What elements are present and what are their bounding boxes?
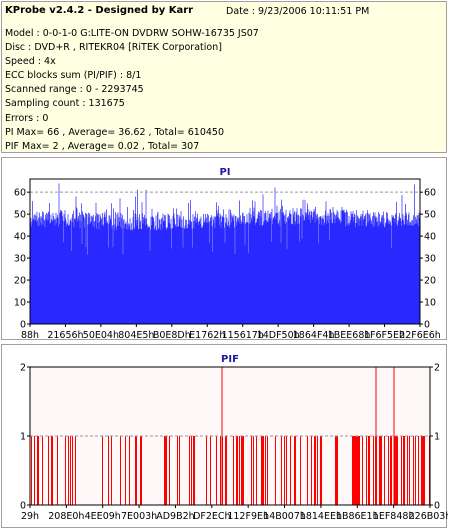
y-tick-label-left: 30 bbox=[14, 254, 26, 265]
pif-chart: PIF 0 0 1 1 2 2 29h 208E0h 4EE09h 7E003h AD9B2hDF2E… bbox=[20, 354, 448, 522]
app-title: KProbe v2.4.2 - Designed by Karr bbox=[5, 5, 194, 16]
x-tick-label: 1864F4h bbox=[293, 330, 335, 341]
pif-summary-line: PIF Max= 2 , Average= 0.02 , Total= 307 bbox=[5, 140, 200, 152]
y-tick-label-left: 10 bbox=[14, 298, 26, 309]
x-tick-label: 14DF50h bbox=[257, 330, 300, 341]
x-tick-label: 208E0h bbox=[48, 511, 84, 522]
x-tick-label: 29h bbox=[21, 511, 39, 522]
x-tick-label: 88h bbox=[21, 330, 39, 341]
y-tick-label-left: 1 bbox=[20, 432, 26, 443]
pif-chart-panel: PIF 0 0 1 1 2 2 29h 208E0h 4EE09h 7E003h AD9B2h DF2E… bbox=[1, 344, 448, 528]
y-tick-label-right: 0 bbox=[434, 501, 440, 512]
y-tick-label-right: 10 bbox=[424, 298, 436, 309]
scan-details: Model : 0-0-1-0 G:LITE-ON DVDRW SOHW-167… bbox=[5, 27, 259, 154]
x-tick-label: 7E003h bbox=[121, 511, 157, 522]
scan-date: Date : 9/23/2006 10:11:51 PM bbox=[226, 6, 370, 17]
x-tick-label: 14B007h bbox=[263, 511, 306, 522]
x-tick-label: 804E5h bbox=[118, 330, 154, 341]
y-tick-label-right: 50 bbox=[424, 210, 436, 221]
range-line: Scanned range : 0 - 2293745 bbox=[5, 84, 144, 96]
x-tick-label: DF2ECh bbox=[193, 511, 230, 522]
x-tick-label: 1BEE68h bbox=[328, 330, 371, 341]
pi-chart-panel: PI 0 0 10 10 20 20 30 30 40 40 50 50 60 60 88h 21656h 50E… bbox=[1, 157, 447, 341]
pi-series bbox=[30, 183, 421, 324]
pi-chart: PI 0 0 10 10 20 20 30 30 40 40 50 50 60 60 88h 21656h 50E… bbox=[14, 167, 441, 341]
y-tick-label-left: 20 bbox=[14, 276, 26, 287]
x-tick-label: E1762h bbox=[189, 330, 225, 341]
info-panel: KProbe v2.4.2 - Designed by Karr Date : … bbox=[1, 1, 447, 153]
y-tick-label-left: 40 bbox=[14, 232, 26, 243]
y-tick-label-left: 0 bbox=[20, 320, 26, 331]
x-tick-label: B0E8Dh bbox=[153, 330, 191, 341]
pi-summary-line: PI Max= 66 , Average= 36.62 , Total= 610… bbox=[5, 126, 224, 138]
x-tick-label: 226B03h bbox=[409, 511, 448, 522]
sampling-line: Sampling count : 131675 bbox=[5, 98, 125, 110]
chart-title: PI bbox=[219, 167, 230, 178]
y-tick-label-right: 2 bbox=[434, 363, 440, 374]
y-tick-label-right: 40 bbox=[424, 232, 436, 243]
y-tick-label-left: 50 bbox=[14, 210, 26, 221]
x-tick-label: 1F6F5Eh bbox=[364, 330, 405, 341]
model-line: Model : 0-0-1-0 G:LITE-ON DVDRW SOHW-167… bbox=[5, 28, 259, 39]
y-tick-label-left: 2 bbox=[20, 363, 26, 374]
x-tick-label: 22F6E6h bbox=[399, 330, 441, 341]
y-tick-label-right: 1 bbox=[434, 432, 440, 443]
x-tick-label: AD9B2h bbox=[156, 511, 194, 522]
plot-border bbox=[29, 178, 421, 325]
y-tick-label-right: 20 bbox=[424, 276, 436, 287]
x-tick-label: 112F9Eh bbox=[227, 511, 269, 522]
x-tick-label: 1EF848h bbox=[373, 511, 415, 522]
x-tick-label: 1814EEh bbox=[300, 511, 342, 522]
ecc-line: ECC blocks sum (PI/PIF) : 8/1 bbox=[5, 70, 142, 82]
y-tick-label-right: 30 bbox=[424, 254, 436, 265]
pif-series bbox=[31, 367, 430, 505]
y-tick-label-left: 60 bbox=[14, 188, 26, 199]
x-tick-label: 1B86E1h bbox=[336, 511, 379, 522]
speed-line: Speed : 4x bbox=[5, 56, 56, 68]
errors-line: Errors : 0 bbox=[5, 112, 49, 124]
disc-line: Disc : DVD+R , RITEKR04 [RiTEK Corporati… bbox=[5, 42, 222, 54]
x-tick-label: 115617h bbox=[222, 330, 264, 341]
plot-border bbox=[29, 366, 431, 506]
x-tick-label: 21656h bbox=[47, 330, 83, 341]
y-tick-label-left: 0 bbox=[20, 501, 26, 512]
y-tick-label-right: 0 bbox=[424, 320, 430, 331]
chart-title: PIF bbox=[221, 354, 239, 365]
y-tick-label-right: 60 bbox=[424, 188, 436, 199]
x-tick-label: 50E04h bbox=[83, 330, 119, 341]
x-tick-label: 4EE09h bbox=[85, 511, 121, 522]
